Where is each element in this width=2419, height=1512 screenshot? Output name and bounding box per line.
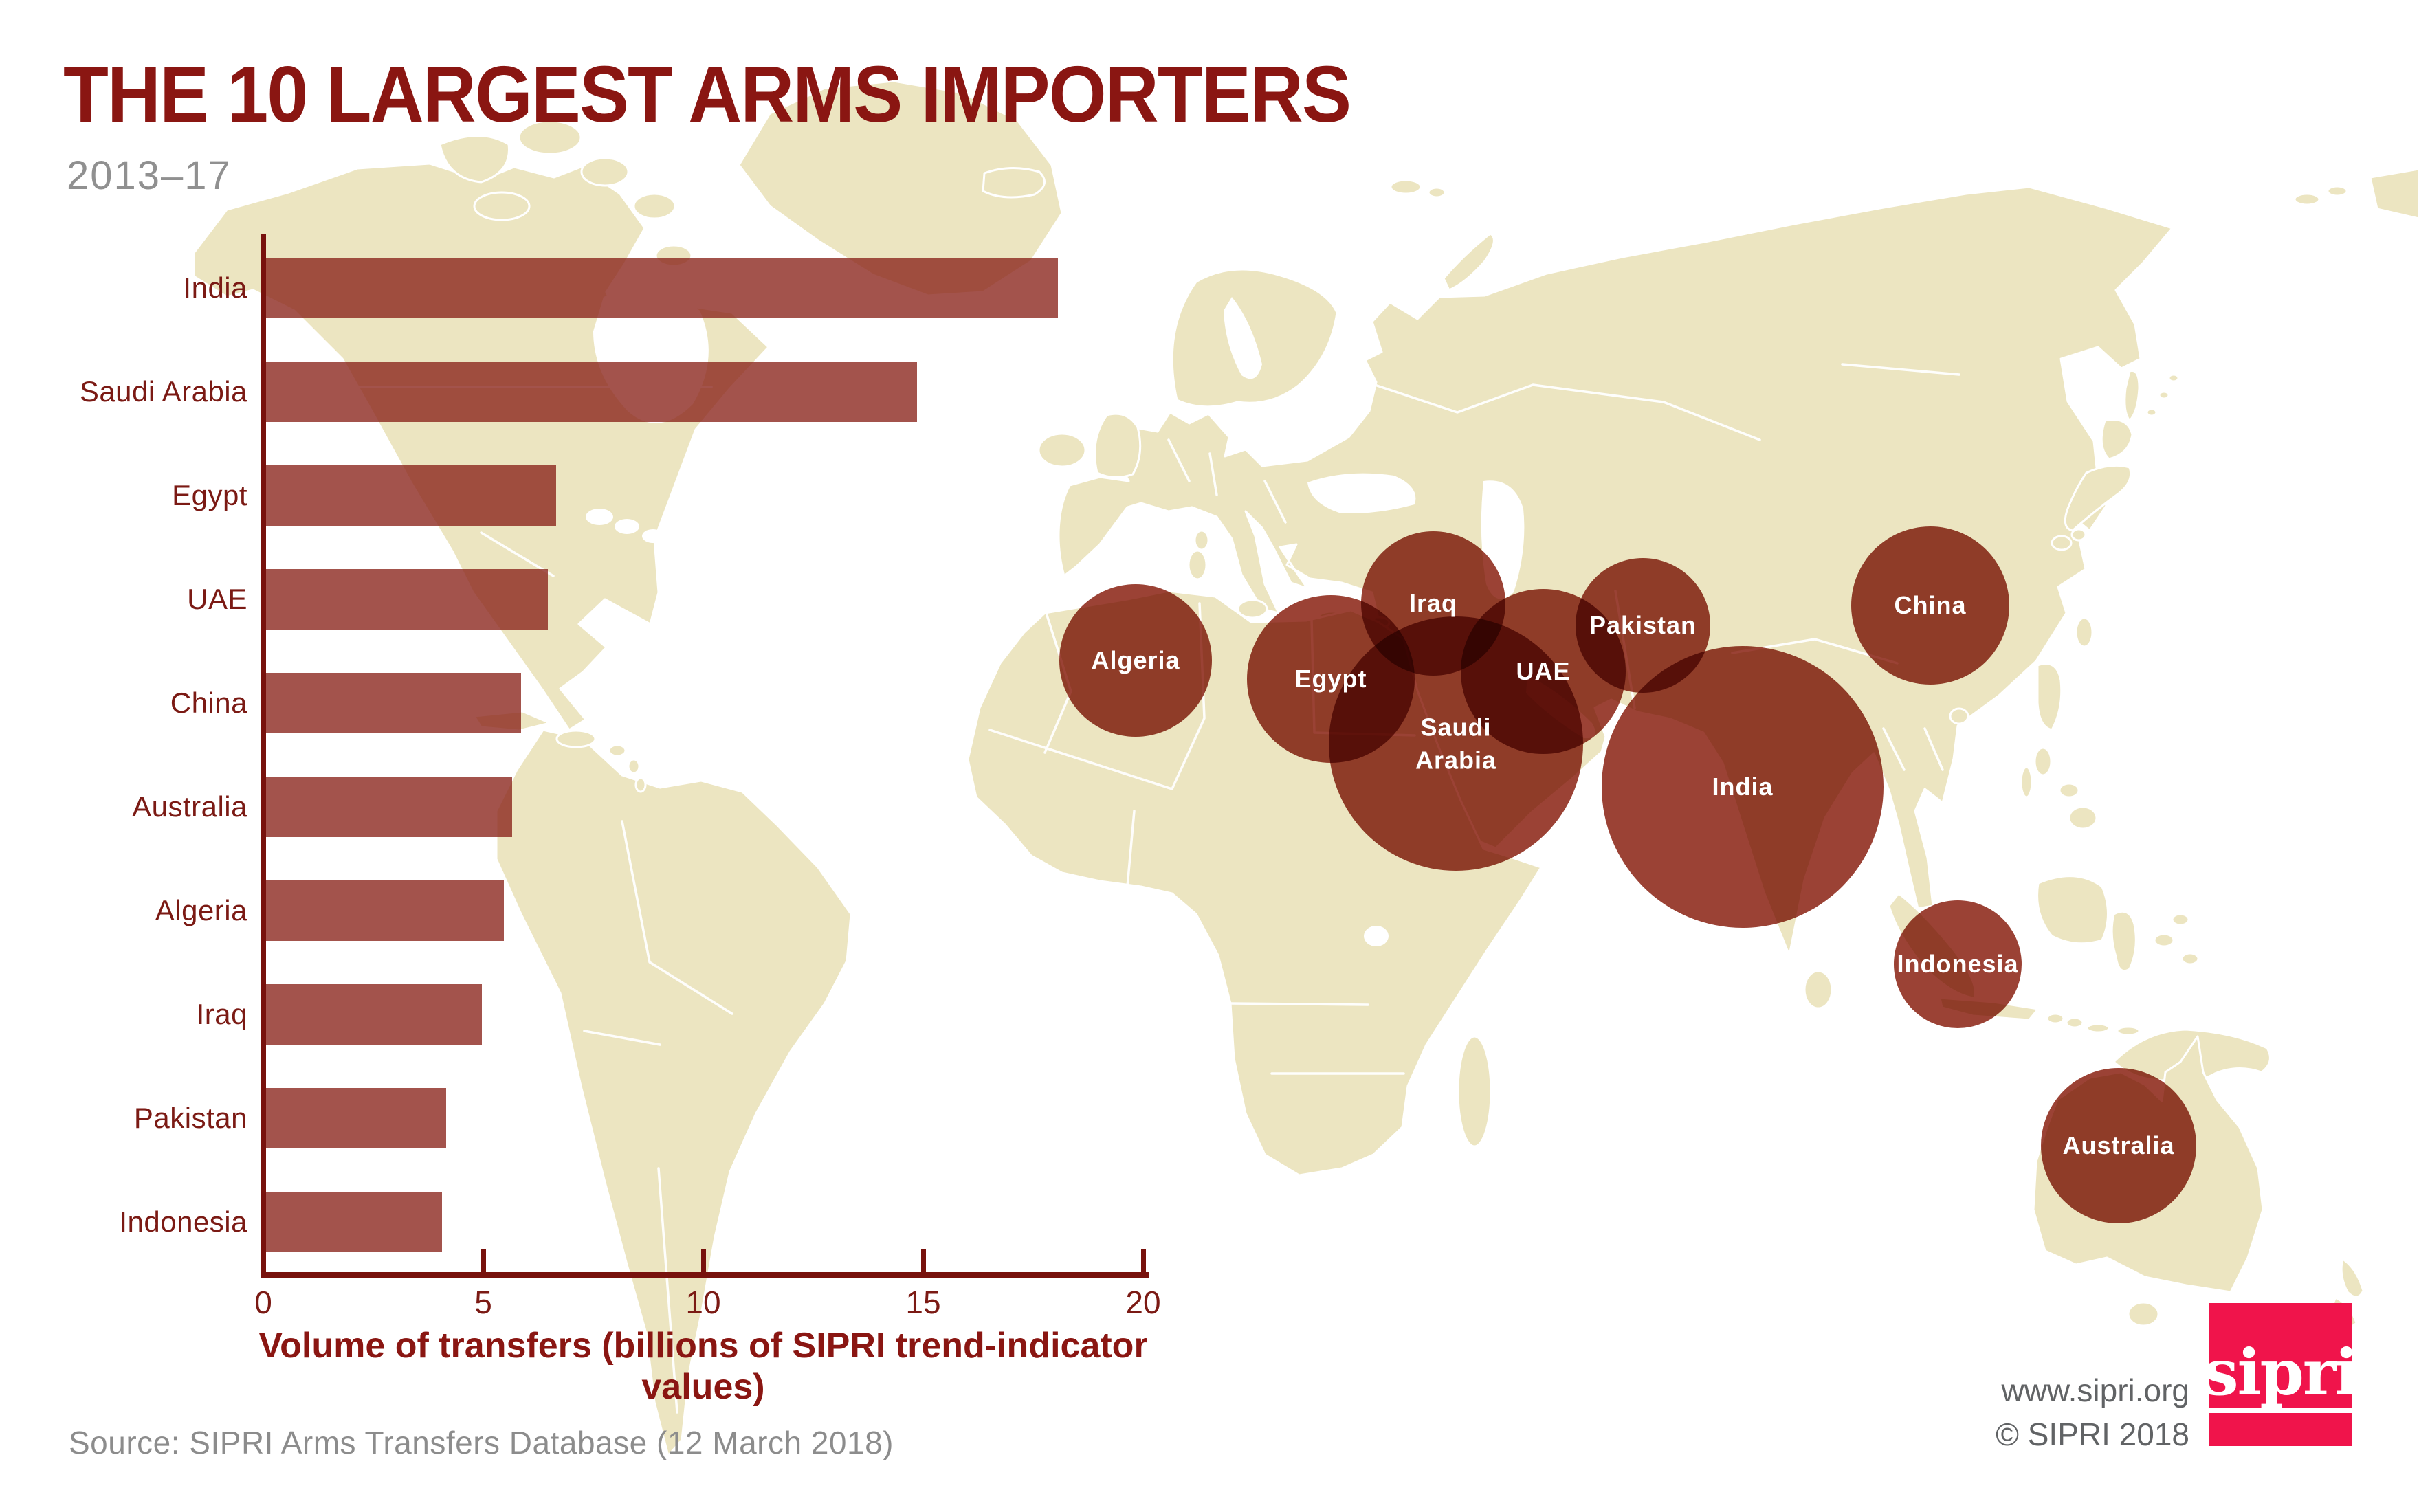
landmass-greenland (738, 80, 1063, 297)
arctic-islands (1389, 179, 1495, 291)
bar-label-uae: UAE (187, 583, 247, 615)
bar-india (266, 258, 1058, 318)
website-url: www.sipri.org (2001, 1372, 2189, 1408)
landmass-britain (1094, 412, 1142, 478)
bering-islands (2293, 168, 2419, 220)
y-axis-line (261, 234, 266, 1278)
bubble-label-china: China (1894, 591, 1967, 620)
x-tick-10 (701, 1249, 706, 1272)
bubble-label-indonesia: Indonesia (1897, 950, 2019, 979)
x-tick-label-5: 5 (474, 1285, 492, 1320)
bar-iraq (266, 984, 482, 1045)
bar-label-saudi-arabia: Saudi Arabia (79, 375, 247, 408)
bubble-indonesia (1894, 900, 2022, 1028)
page-title: THE 10 LARGEST ARMS IMPORTERS (63, 49, 1351, 139)
bar-label-china: China (170, 687, 247, 719)
bar-uae (266, 569, 548, 630)
bubble-label-uae: UAE (1516, 657, 1571, 686)
source-note: Source: SIPRI Arms Transfers Database (1… (69, 1425, 894, 1460)
arctic-archipelago-islands (439, 120, 693, 267)
x-axis-line (261, 1272, 1149, 1278)
x-tick-5 (481, 1249, 486, 1272)
sipri-logo: sipri (2200, 1303, 2360, 1446)
bubble-algeria (1059, 584, 1212, 737)
x-tick-20 (1141, 1249, 1146, 1272)
bar-pakistan (266, 1088, 446, 1148)
x-axis-title: Volume of transfers (billions of SIPRI t… (258, 1326, 1148, 1407)
x-tick-label-10: 10 (685, 1285, 721, 1320)
bar-china (266, 673, 521, 733)
bubble-label-algeria: Algeria (1091, 646, 1180, 675)
bar-label-india: India (183, 271, 247, 304)
landmass-sri-lanka (1803, 970, 1833, 1010)
bubble-china (1851, 526, 2009, 685)
philippines-islands (1949, 616, 2098, 830)
bar-egypt (266, 465, 556, 526)
bubble-india (1602, 646, 1884, 928)
sipri-logo-text: sipri (2200, 1341, 2360, 1413)
bar-label-pakistan: Pakistan (133, 1102, 247, 1134)
bar-label-egypt: Egypt (172, 479, 247, 511)
bubble-label-iraq: Iraq (1409, 589, 1458, 618)
bar-label-indonesia: Indonesia (119, 1205, 247, 1238)
bubble-label-india: India (1712, 772, 1774, 801)
bar-algeria (266, 880, 504, 941)
landmass-scandinavia (1171, 268, 1338, 408)
bubble-label-egypt: Egypt (1294, 665, 1367, 693)
bubble-label-saudi-arabia: Saudi Arabia (1415, 713, 1497, 774)
bar-indonesia (266, 1192, 442, 1252)
landmass-iceland (982, 167, 1046, 199)
bar-label-iraq: Iraq (196, 998, 247, 1030)
page-subtitle: 2013–17 (67, 153, 232, 198)
x-tick-label-0: 0 (254, 1285, 272, 1320)
x-tick-label-15: 15 (905, 1285, 941, 1320)
bar-label-australia: Australia (132, 790, 247, 823)
x-tick-label-20: 20 (1125, 1285, 1161, 1320)
landmass-ireland (1037, 432, 1087, 468)
bubble-australia (2041, 1068, 2196, 1223)
bubble-label-australia: Australia (2062, 1131, 2175, 1160)
x-tick-15 (921, 1249, 926, 1272)
landmass-madagascar (1457, 1035, 1492, 1148)
bar-saudi-arabia (266, 362, 917, 422)
bar-label-algeria: Algeria (155, 894, 247, 926)
landmass-tasmania (2127, 1301, 2160, 1327)
copyright-note: © SIPRI 2018 (1996, 1416, 2189, 1452)
bar-australia (266, 777, 512, 837)
bubble-label-pakistan: Pakistan (1589, 611, 1697, 640)
japan-islands (2051, 369, 2180, 551)
